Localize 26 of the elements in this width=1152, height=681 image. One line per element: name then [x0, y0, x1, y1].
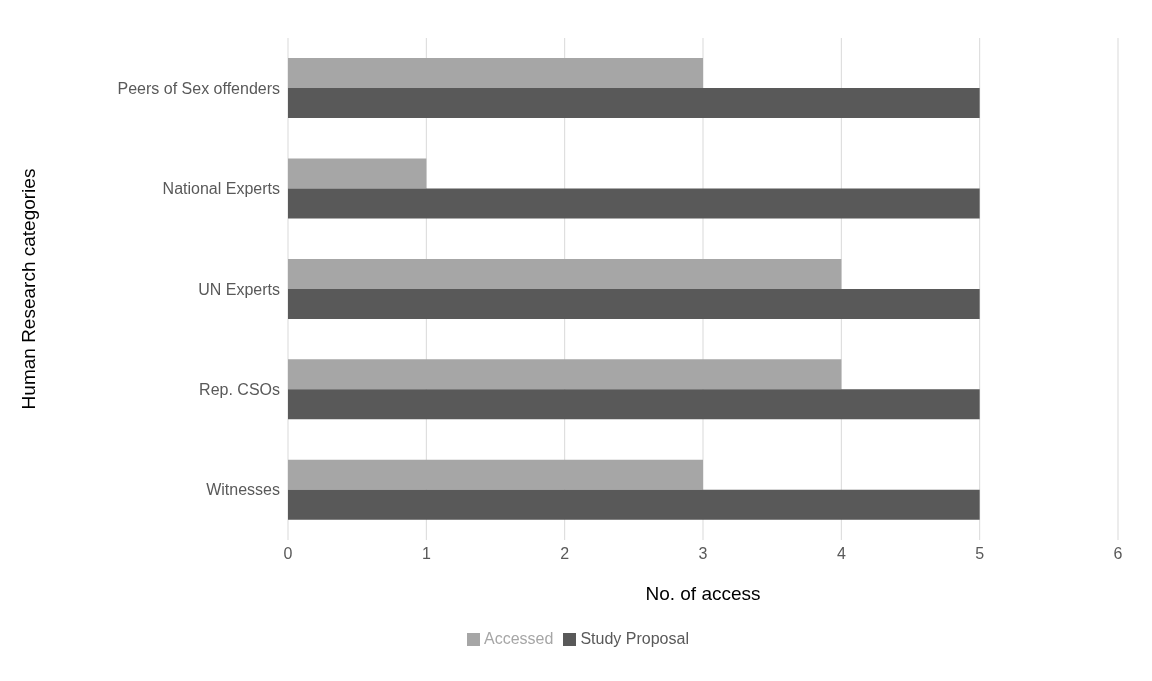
bar — [288, 489, 980, 520]
y-tick-label: National Experts — [162, 180, 280, 198]
bar — [288, 88, 980, 119]
y-tick-label: Witnesses — [206, 481, 280, 499]
bar — [288, 288, 980, 319]
bar — [288, 359, 842, 390]
y-tick-label: UN Experts — [198, 280, 280, 298]
bar — [288, 58, 703, 89]
x-axis-title: No. of access — [645, 583, 761, 604]
x-tick-label: 4 — [836, 545, 846, 563]
legend-label: Study Proposal — [580, 630, 689, 647]
x-tick-label: 6 — [1113, 545, 1123, 563]
bar — [288, 258, 842, 289]
x-tick-label: 2 — [560, 545, 570, 563]
x-tick-label: 0 — [283, 545, 293, 563]
y-tick-label: Peers of Sex offenders — [117, 79, 280, 97]
x-tick-label: 1 — [421, 545, 431, 563]
x-tick-label: 5 — [975, 545, 985, 563]
bar — [288, 188, 980, 219]
bar — [288, 389, 980, 420]
bar — [288, 158, 427, 189]
y-tick-label: Rep. CSOs — [199, 381, 280, 399]
y-axis-title: Human Research categories — [17, 168, 39, 410]
bar — [288, 459, 703, 490]
legend-label: Accessed — [484, 630, 554, 647]
x-tick-label: 3 — [698, 545, 708, 563]
